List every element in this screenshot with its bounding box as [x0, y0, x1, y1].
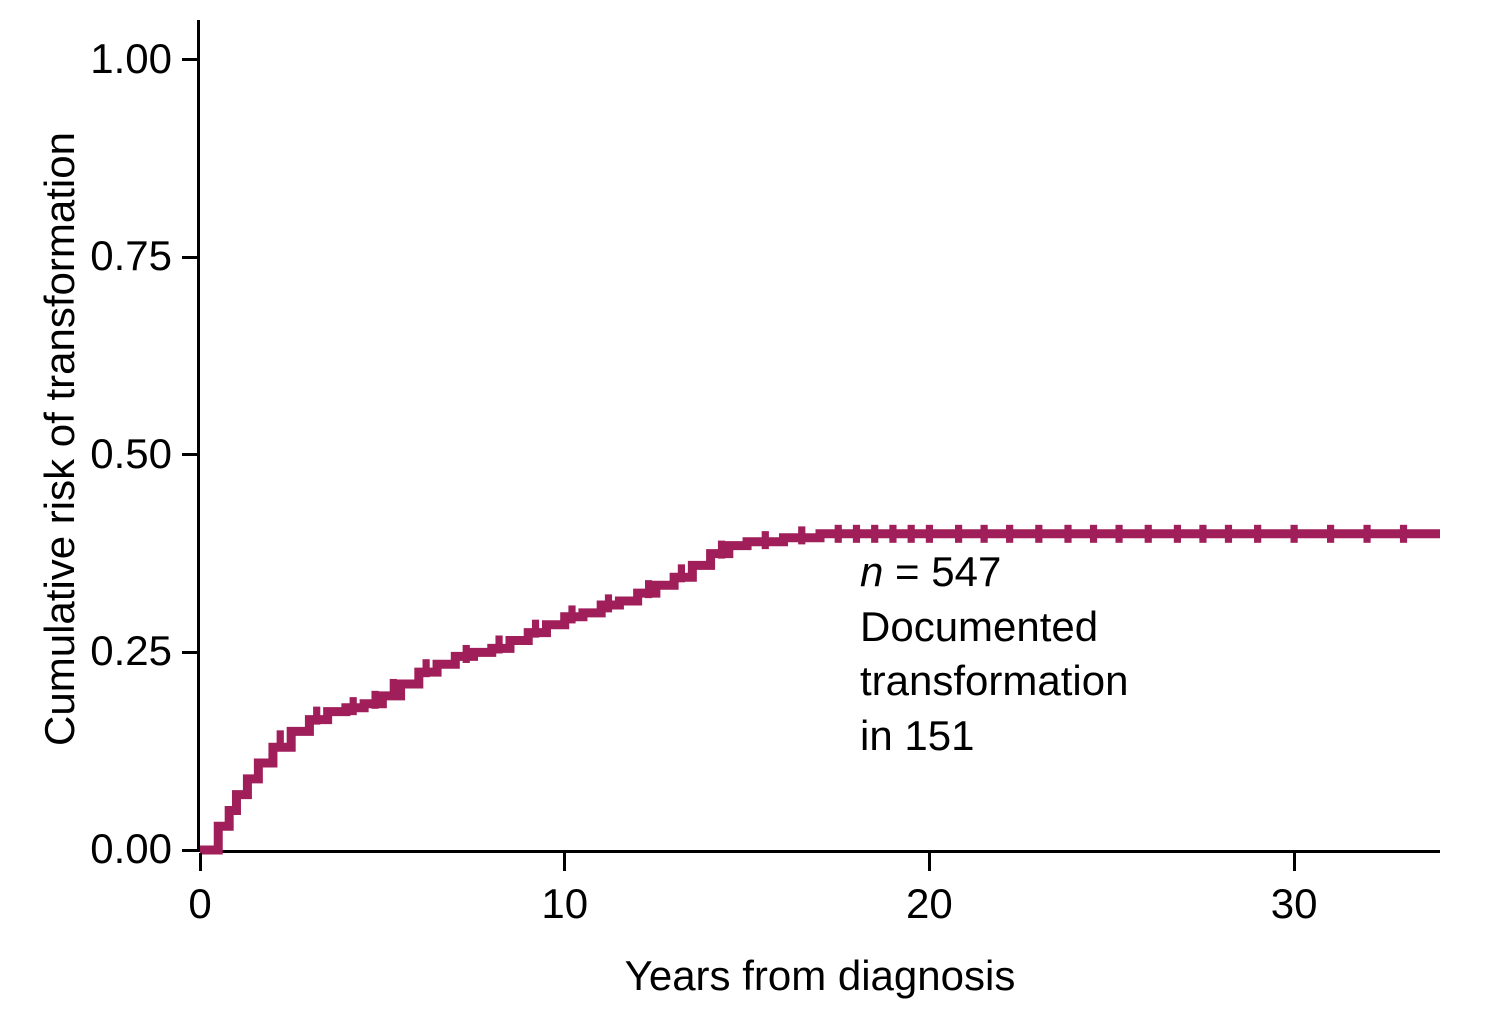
y-tick: [182, 58, 200, 61]
y-tick-label: 0.00: [90, 825, 172, 873]
chart-container: Cumulative risk of transformation Years …: [0, 0, 1497, 1028]
y-tick: [182, 651, 200, 654]
y-tick-label: 0.50: [90, 430, 172, 478]
y-tick-label: 0.25: [90, 627, 172, 675]
y-tick: [182, 453, 200, 456]
x-tick-label: 20: [889, 880, 969, 928]
x-tick: [199, 853, 202, 871]
x-tick: [928, 853, 931, 871]
y-tick-label: 0.75: [90, 232, 172, 280]
x-tick-label: 10: [525, 880, 605, 928]
y-tick: [182, 256, 200, 259]
curve-path: [200, 534, 1440, 850]
x-tick: [1293, 853, 1296, 871]
survival-curve: [0, 0, 1497, 1028]
y-tick-label: 1.00: [90, 35, 172, 83]
x-tick: [563, 853, 566, 871]
y-tick: [182, 849, 200, 852]
x-tick-label: 30: [1254, 880, 1334, 928]
x-tick-label: 0: [160, 880, 240, 928]
